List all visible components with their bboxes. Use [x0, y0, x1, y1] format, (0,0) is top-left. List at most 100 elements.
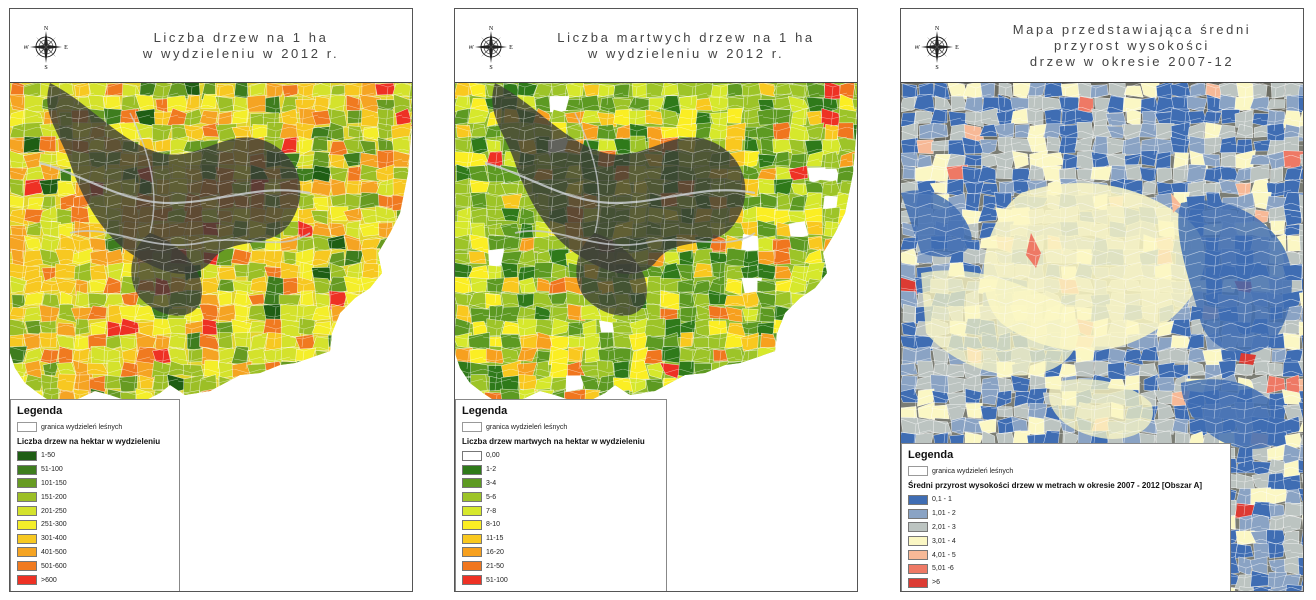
- legend-class-list: 0,1 - 1 1,01 - 2 2,01 - 3 3,01 - 4 4,01 - 5 5…: [908, 493, 1224, 590]
- compartment-polygon: [820, 363, 842, 381]
- compass-w-label: W: [469, 45, 474, 51]
- legend-class-label: 101-150: [41, 479, 67, 487]
- legend-class-swatch: [462, 519, 482, 530]
- compartment-polygon: [788, 387, 810, 403]
- compartment-polygon: [408, 247, 412, 268]
- compartment-polygon: [328, 346, 349, 364]
- legend-boundary-row: granica wydzieleń leśnych: [908, 466, 1224, 476]
- legend-class-label: 51-100: [486, 576, 508, 584]
- compartment-polygon: [360, 332, 380, 352]
- legend-class-row: 251-300: [17, 518, 173, 532]
- compartment-polygon: [853, 349, 857, 365]
- compartment-polygon: [265, 374, 283, 394]
- map-legend: Legenda granica wydzieleń leśnych Liczba…: [455, 399, 667, 591]
- compartment-polygon: [410, 193, 412, 210]
- map-area: [10, 83, 412, 403]
- compass-w-label: W: [24, 45, 29, 51]
- compartment-polygon: [359, 392, 379, 403]
- compartment-polygon: [407, 235, 412, 252]
- compartment-polygon: [394, 294, 410, 308]
- compartment-polygon: [391, 388, 411, 403]
- map-header: N S W E Mapa przedstawiająca średni przy…: [901, 9, 1303, 83]
- legend-class-label: 21-50: [486, 562, 504, 570]
- compartment-polygon: [692, 392, 714, 403]
- compartment-polygon: [344, 363, 363, 376]
- compartment-polygon: [804, 362, 826, 378]
- compartment-polygon: [375, 377, 395, 392]
- compartment-polygon: [774, 345, 793, 365]
- choropleth-map[interactable]: [455, 83, 857, 591]
- legend-class-row: 1,01 - 2: [908, 507, 1224, 521]
- compass-n-label: N: [489, 26, 494, 32]
- compass-w-label: W: [915, 45, 920, 51]
- compartment-polygon: [807, 307, 824, 323]
- compartment-polygon: [391, 306, 412, 325]
- legend-class-swatch: [462, 561, 482, 572]
- legend-class-swatch: [462, 492, 482, 503]
- legend-class-swatch: [908, 550, 928, 561]
- legend-class-row: 101-150: [17, 477, 173, 491]
- compartment-polygon: [838, 224, 857, 239]
- map-title: Mapa przedstawiająca średni przyrost wys…: [971, 9, 1293, 83]
- compartment-polygon: [345, 376, 365, 391]
- compartment-polygon: [790, 347, 810, 365]
- compass-n-label: N: [44, 26, 49, 32]
- legend-class-row: 11-15: [462, 532, 660, 546]
- map-panel-height-growth: N S W E Mapa przedstawiająca średni przy…: [900, 8, 1304, 592]
- legend-class-swatch: [462, 533, 482, 544]
- compartment-polygon: [837, 334, 856, 349]
- compartment-polygon: [395, 248, 412, 263]
- compartment-polygon: [855, 192, 857, 211]
- legend-class-swatch: [17, 547, 37, 558]
- compartment-polygon: [391, 318, 412, 334]
- legend-subtitle: Liczba drzew na hektar w wydzieleniu: [17, 437, 161, 446]
- compartment-polygon: [855, 223, 857, 239]
- legend-class-swatch: [908, 522, 928, 533]
- compartment-polygon: [822, 293, 840, 310]
- compartment-polygon: [821, 277, 842, 296]
- compartment-polygon: [232, 374, 252, 393]
- legend-class-label: 501-600: [41, 562, 67, 570]
- legend-class-row: 7-8: [462, 504, 660, 518]
- compartment-polygon: [407, 318, 412, 339]
- compartment-polygon: [344, 319, 362, 337]
- legend-class-label: 1-2: [486, 466, 497, 474]
- compartment-polygon: [407, 291, 412, 310]
- map-legend: Legenda granica wydzieleń leśnych Średni…: [901, 443, 1231, 591]
- legend-boundary-label: granica wydzieleń leśnych: [932, 467, 1014, 475]
- compartment-polygon: [836, 281, 854, 292]
- legend-class-label: 4,01 - 5: [932, 551, 956, 559]
- legend-class-list: 0,00 1-2 3-4 5-6 7-8 8-10 11-15 16-20 21-50 51-10…: [462, 449, 660, 587]
- compartment-polygon: [854, 308, 857, 323]
- compartment-polygon: [836, 235, 857, 254]
- compartment-polygon: [407, 262, 412, 283]
- compartment-polygon: [773, 388, 793, 403]
- compartment-polygon: [378, 278, 397, 296]
- compartment-polygon: [852, 291, 857, 310]
- compartment-polygon: [821, 378, 841, 394]
- choropleth-map[interactable]: [10, 83, 412, 591]
- compartment-polygon: [328, 374, 347, 394]
- legend-boundary-swatch: [908, 466, 928, 476]
- compartment-polygon: [712, 388, 727, 403]
- legend-class-label: 0,1 - 1: [932, 496, 952, 504]
- legend-class-label: 401-500: [41, 548, 67, 556]
- legend-class-row: 151-200: [17, 490, 173, 504]
- compartment-polygon: [394, 363, 412, 378]
- compartment-polygon: [740, 375, 760, 392]
- compartment-polygon: [407, 305, 412, 324]
- map-title-line: w wydzieleniu w 2012 r.: [142, 46, 340, 61]
- compartment-polygon: [391, 346, 412, 364]
- compartment-polygon: [788, 332, 809, 351]
- legend-class-label: 201-250: [41, 507, 67, 515]
- legend-class-list: 1-50 51-100 101-150 151-200 201-250 251-300 30…: [17, 449, 173, 587]
- compartment-polygon: [378, 303, 394, 322]
- compass-e-label: E: [64, 45, 68, 51]
- compartment-polygon: [855, 278, 857, 291]
- legend-class-swatch: [462, 478, 482, 489]
- legend-class-row: 0,1 - 1: [908, 493, 1224, 507]
- legend-class-row: 51-100: [17, 463, 173, 477]
- legend-subtitle: Liczba drzew martwych na hektar w wydzie…: [462, 437, 645, 446]
- compartment-polygon: [378, 360, 396, 377]
- compartment-polygon: [1303, 182, 1304, 198]
